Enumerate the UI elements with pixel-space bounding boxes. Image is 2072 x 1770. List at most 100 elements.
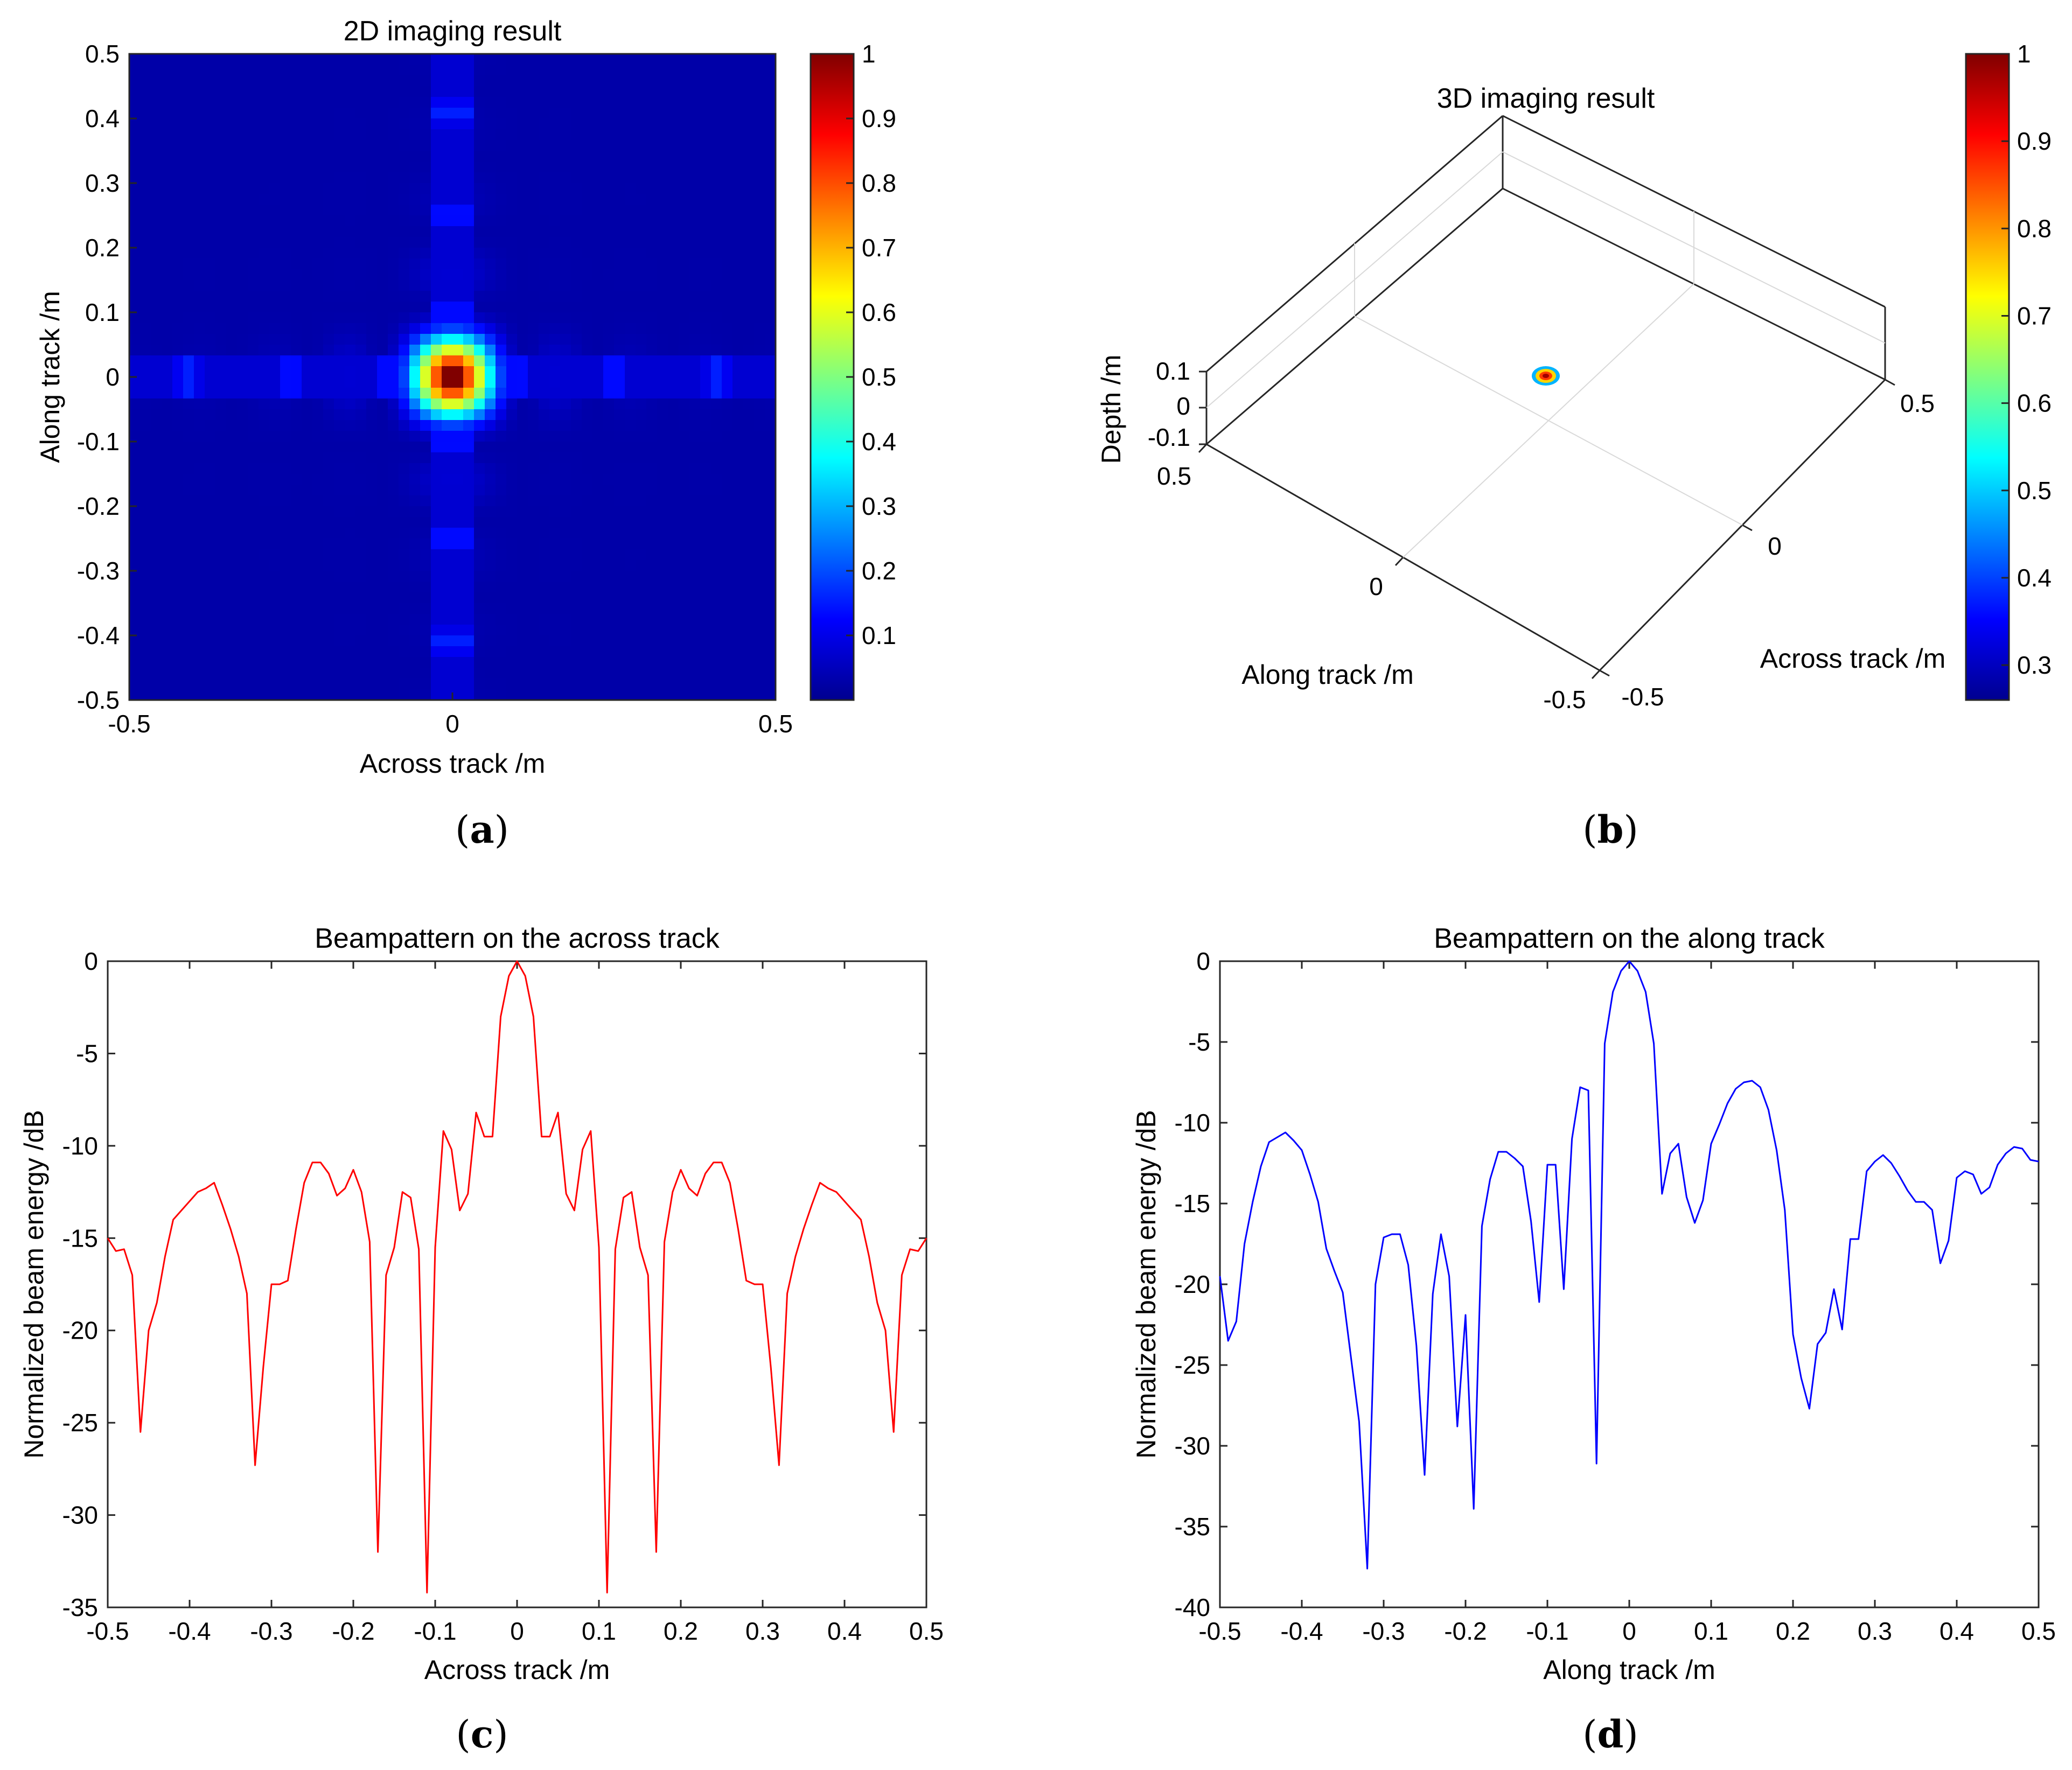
heatmap-cell <box>129 280 141 291</box>
heatmap-cell <box>269 625 281 636</box>
heatmap-cell <box>248 668 259 679</box>
heatmap-cell <box>194 205 205 216</box>
heatmap-cell <box>625 162 636 173</box>
colorbar-tick-label: 1 <box>2017 40 2031 68</box>
heatmap-cell <box>506 172 518 184</box>
x-tick-label: -0.2 <box>332 1617 374 1645</box>
heatmap-cell <box>668 528 679 539</box>
heatmap-cell <box>539 312 550 324</box>
heatmap-cell <box>205 582 216 593</box>
x-tick-label: -0.1 <box>1526 1617 1568 1645</box>
heatmap-cell <box>625 226 636 237</box>
heatmap-cell <box>226 657 238 668</box>
heatmap-cell <box>269 75 281 87</box>
heatmap-cell <box>409 646 421 657</box>
heatmap-cell <box>689 54 701 65</box>
heatmap-cell <box>172 162 184 173</box>
heatmap-cell <box>528 646 539 657</box>
heatmap-cell <box>399 388 410 399</box>
heatmap-cell <box>323 172 334 184</box>
heatmap-cell <box>409 474 421 485</box>
heatmap-cell <box>140 560 151 571</box>
heatmap-cell <box>496 388 507 399</box>
heatmap-cell <box>539 65 550 76</box>
heatmap-cell <box>248 398 259 410</box>
heatmap-cell <box>657 420 668 431</box>
heatmap-cell <box>409 237 421 248</box>
heatmap-cell <box>614 398 625 410</box>
heatmap-cell <box>496 625 507 636</box>
heatmap-cell <box>323 248 334 259</box>
heatmap-cell <box>355 398 367 410</box>
heatmap-cell <box>129 452 141 464</box>
heatmap-cell <box>668 118 679 130</box>
heatmap-cell <box>506 205 518 216</box>
heatmap-cell <box>129 635 141 647</box>
heatmap-cell <box>722 172 733 184</box>
heatmap-cell <box>162 377 173 388</box>
heatmap-cell <box>689 452 701 464</box>
heatmap-cell <box>679 506 690 517</box>
heatmap-cell <box>269 280 281 291</box>
heatmap-cell <box>151 291 162 302</box>
heatmap-cell <box>743 668 755 679</box>
heatmap-cell <box>377 388 388 399</box>
heatmap-cell <box>172 75 184 87</box>
heatmap-cell <box>474 463 485 474</box>
heatmap-cell <box>151 65 162 76</box>
heatmap-cell <box>463 194 475 205</box>
heatmap-cell <box>409 388 421 399</box>
colorbar-tick-label: 1 <box>862 40 876 68</box>
heatmap-cell <box>248 463 259 474</box>
heatmap-cell <box>474 549 485 561</box>
heatmap-cell <box>549 582 561 593</box>
heatmap-cell <box>280 614 291 625</box>
heatmap-cell <box>700 668 711 679</box>
heatmap-cell <box>420 108 431 119</box>
heatmap-cell <box>399 409 410 421</box>
heatmap-cell <box>614 463 625 474</box>
heatmap-cell <box>582 65 593 76</box>
heatmap-cell <box>442 172 453 184</box>
heatmap-cell <box>248 506 259 517</box>
heatmap-cell <box>625 323 636 334</box>
heatmap-cell <box>636 205 647 216</box>
heatmap-cell <box>603 86 615 97</box>
heatmap-cell <box>442 625 453 636</box>
heatmap-cell <box>506 237 518 248</box>
heatmap-cell <box>312 388 324 399</box>
heatmap-cell <box>592 625 604 636</box>
heatmap-cell <box>496 258 507 270</box>
heatmap-cell <box>722 420 733 431</box>
heatmap-cell <box>226 355 238 367</box>
heatmap-cell <box>549 409 561 421</box>
heatmap-cell <box>140 646 151 657</box>
heatmap-cell <box>603 592 615 604</box>
heatmap-cell <box>431 538 442 550</box>
heatmap-cell <box>657 334 668 345</box>
heatmap-cell <box>366 226 378 237</box>
heatmap-cell <box>539 269 550 281</box>
heatmap-cell <box>711 388 722 399</box>
heatmap-cell <box>334 495 345 507</box>
heatmap-cell <box>259 398 270 410</box>
heatmap-cell <box>269 54 281 65</box>
heatmap-cell <box>506 118 518 130</box>
heatmap-cell <box>248 571 259 582</box>
heatmap-cell <box>452 625 464 636</box>
heatmap-cell <box>452 678 464 690</box>
heatmap-cell <box>226 463 238 474</box>
heatmap-cell <box>549 140 561 151</box>
heatmap-cell <box>269 108 281 119</box>
heatmap-cell <box>485 517 496 528</box>
heatmap-cell <box>474 420 485 431</box>
heatmap-cell <box>259 334 270 345</box>
heatmap-cell <box>636 366 647 377</box>
heatmap-cell <box>162 452 173 464</box>
heatmap-cell <box>732 668 744 679</box>
heatmap-cell <box>754 323 765 334</box>
heatmap-cell <box>625 463 636 474</box>
heatmap-cell <box>754 442 765 453</box>
heatmap-cell <box>700 625 711 636</box>
